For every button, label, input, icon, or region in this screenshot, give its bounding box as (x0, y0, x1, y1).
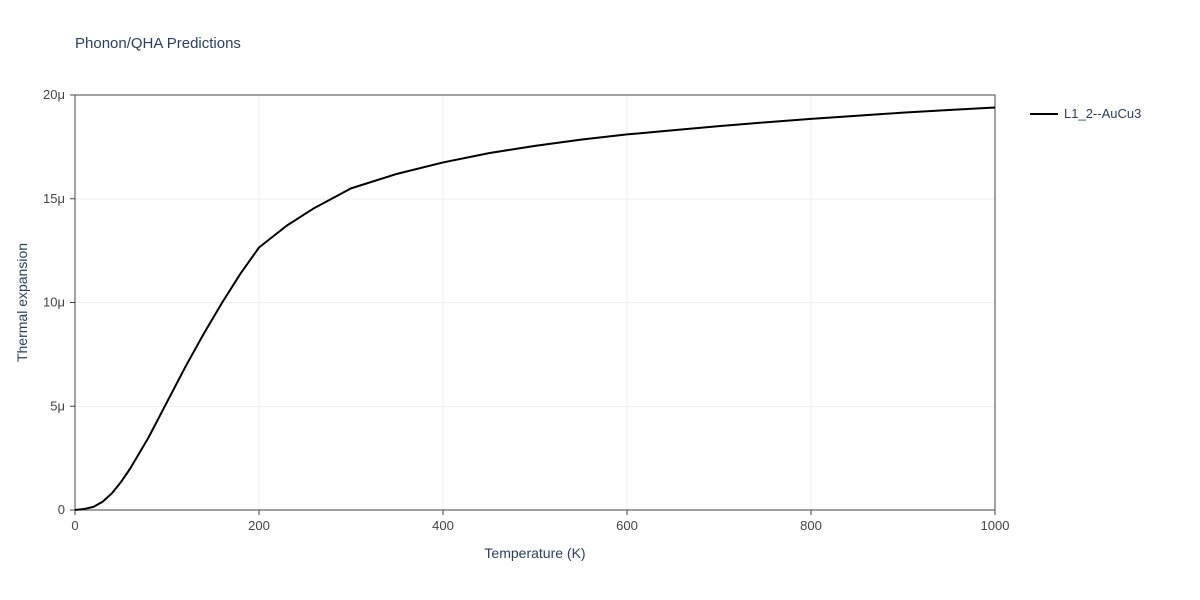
x-tick-label: 800 (800, 518, 822, 533)
y-tick-label: 10μ (43, 295, 65, 310)
chart-container: Phonon/QHA Predictions 02004006008001000… (0, 0, 1200, 600)
y-tick-label: 20μ (43, 87, 65, 102)
series-line (75, 107, 995, 510)
legend-label: L1_2--AuCu3 (1064, 106, 1141, 121)
y-tick-label: 0 (58, 502, 65, 517)
x-tick-label: 1000 (981, 518, 1010, 533)
y-tick-label: 5μ (50, 398, 65, 413)
chart-svg: 0 200 400 600 800 1000 0 5μ 10μ 15μ 20μ Temperature… (0, 0, 1200, 600)
y-tick-label: 15μ (43, 191, 65, 206)
x-axis-label: Temperature (K) (484, 545, 585, 561)
x-tick-label: 0 (71, 518, 78, 533)
x-tick-label: 200 (248, 518, 270, 533)
legend-swatch (1030, 113, 1058, 115)
x-tick-label: 400 (432, 518, 454, 533)
legend: L1_2--AuCu3 (1030, 106, 1141, 121)
y-axis-label: Thermal expansion (14, 243, 30, 362)
x-tick-label: 600 (616, 518, 638, 533)
